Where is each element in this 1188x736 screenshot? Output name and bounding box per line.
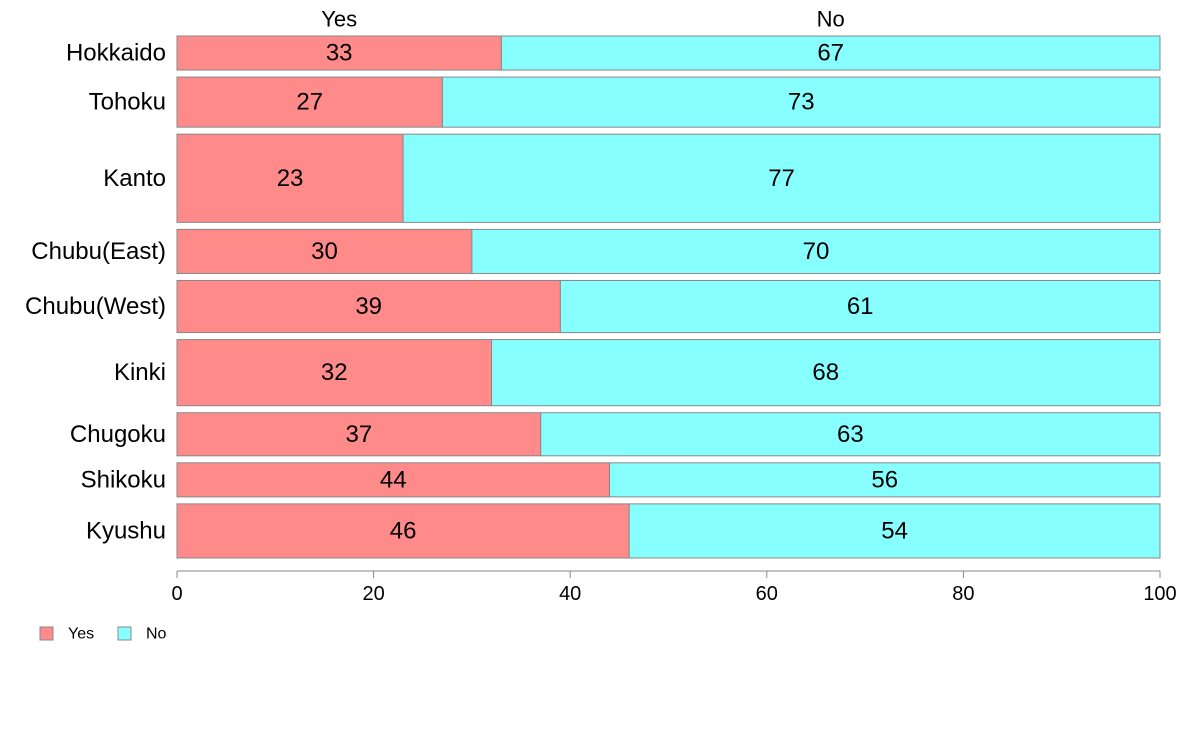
legend-label-no: No xyxy=(146,626,167,643)
bar-yes-kanto xyxy=(176,133,404,223)
data-label: 32 xyxy=(321,359,348,386)
data-label: 56 xyxy=(871,466,898,493)
category-label: Chubu(East) xyxy=(31,238,166,265)
category-label: Shikoku xyxy=(81,466,166,493)
legend: Yes No xyxy=(39,626,167,643)
bars: 33 67 27 73 23 77 30 70 39 61 32 68 37 63 44 56 46 54 xyxy=(176,35,1161,559)
x-tick-label: 40 xyxy=(559,583,581,605)
bar-no-chugoku xyxy=(540,412,1161,457)
data-label: 46 xyxy=(390,517,417,544)
data-label: 63 xyxy=(837,421,864,448)
data-label: 54 xyxy=(881,517,908,544)
data-label: 27 xyxy=(296,89,323,116)
bar-yes-chugoku xyxy=(176,412,542,457)
category-label: Chubu(West) xyxy=(25,293,166,320)
legend-swatch-yes xyxy=(39,626,54,641)
bar-no-tohoku xyxy=(441,76,1161,128)
bar-no-kyushu xyxy=(628,503,1161,559)
data-label: 39 xyxy=(355,293,382,320)
data-label: 68 xyxy=(812,359,839,386)
data-label: 61 xyxy=(847,293,874,320)
bar-yes-tohoku xyxy=(176,76,443,128)
x-axis: 0 20 40 60 80 100 xyxy=(171,570,1177,605)
data-label: 37 xyxy=(346,421,373,448)
bar-no-kanto xyxy=(402,133,1161,223)
bar-yes-hokkaido xyxy=(176,35,502,71)
bar-no-chubu-west- xyxy=(559,279,1161,334)
bar-yes-chubu-east- xyxy=(176,228,473,274)
legend-swatch-no xyxy=(117,626,132,641)
category-label: Kinki xyxy=(114,359,166,386)
x-tick-label: 0 xyxy=(171,583,182,605)
bar-yes-kyushu xyxy=(176,503,630,559)
category-label: Kanto xyxy=(103,165,166,192)
bar-no-kinki xyxy=(491,339,1161,407)
category-label: Hokkaido xyxy=(66,40,166,67)
category-label: Tohoku xyxy=(89,89,166,116)
bar-no-chubu-east- xyxy=(471,228,1161,274)
x-tick-label: 20 xyxy=(362,583,384,605)
legend-label-yes: Yes xyxy=(68,626,94,643)
bar-yes-chubu-west- xyxy=(176,279,561,334)
column-header-yes: Yes xyxy=(321,7,357,32)
x-tick-label: 80 xyxy=(952,583,974,605)
x-tick-label: 100 xyxy=(1143,583,1176,605)
category-label: Kyushu xyxy=(86,517,166,544)
data-label: 70 xyxy=(803,238,830,265)
category-labels: Hokkaido Tohoku Kanto Chubu(East) Chubu(West… xyxy=(25,40,166,545)
bar-no-hokkaido xyxy=(500,35,1161,71)
data-label: 30 xyxy=(311,238,338,265)
bar-no-shikoku xyxy=(609,462,1161,498)
column-header-no: No xyxy=(817,7,845,32)
column-headers: Yes No xyxy=(321,7,845,32)
x-tick-label: 60 xyxy=(756,583,778,605)
data-label: 44 xyxy=(380,466,407,493)
category-label: Chugoku xyxy=(70,421,166,448)
data-label: 73 xyxy=(788,89,815,116)
data-label: 23 xyxy=(277,165,304,192)
data-label: 67 xyxy=(817,40,844,67)
data-label: 77 xyxy=(768,165,795,192)
data-label: 33 xyxy=(326,40,353,67)
